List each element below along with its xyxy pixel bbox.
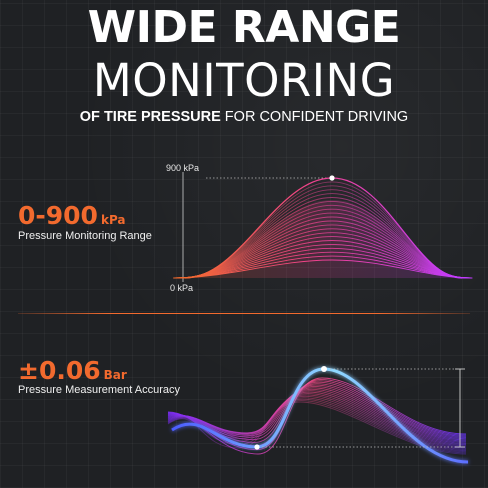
range-curves <box>173 177 473 279</box>
range-curve-line <box>177 228 469 279</box>
subtitle: OF TIRE PRESSURE FOR CONFIDENT DRIVING <box>0 110 488 125</box>
range-curve-line <box>176 236 470 279</box>
wave-band-line <box>167 383 467 441</box>
axis-label-top: 900 kPa <box>166 163 200 173</box>
range-curve-line <box>178 224 468 279</box>
range-curve-line <box>175 243 471 279</box>
range-value-number: 0-900 <box>18 201 98 230</box>
wave-band-line <box>167 384 467 441</box>
wave-band-line <box>167 393 467 448</box>
range-curve-line <box>174 247 471 279</box>
range-curve-line <box>173 255 472 279</box>
range-curve-line <box>175 240 470 279</box>
subtitle-strong: OF TIRE PRESSURE <box>79 109 221 125</box>
range-max-marker <box>329 175 335 181</box>
accuracy-trough-marker <box>254 444 260 450</box>
section-divider <box>18 313 470 314</box>
headline-wide-range: WIDE RANGE <box>87 2 401 53</box>
accuracy-value-unit: Bar <box>103 368 127 382</box>
wave-band-line <box>167 377 467 455</box>
range-curve-line <box>178 220 468 279</box>
range-label: Pressure Monitoring Range <box>18 230 152 242</box>
wave-band-line <box>167 391 467 447</box>
range-value: 0-900 kPa <box>18 203 126 228</box>
range-curve-line <box>181 204 466 279</box>
range-curve-line <box>179 212 467 279</box>
headline-monitoring: MONITORING <box>92 54 396 107</box>
range-curve-line <box>182 197 465 279</box>
range-curve-line <box>179 216 468 279</box>
accuracy-value-number: ±0.06 <box>18 356 101 385</box>
range-curve-line <box>177 232 469 279</box>
axis-label-bottom: 0 kPa <box>170 283 194 293</box>
range-curve-line <box>173 259 473 279</box>
accuracy-wave-main <box>171 367 469 464</box>
range-curve-line <box>180 208 467 279</box>
accuracy-label: Pressure Measurement Accuracy <box>18 384 181 396</box>
range-curve-line <box>182 193 465 279</box>
range-curve-line <box>174 251 472 279</box>
range-value-unit: kPa <box>100 213 126 227</box>
accuracy-peak-marker <box>321 366 327 372</box>
accuracy-value: ±0.06 Bar <box>18 358 127 383</box>
subtitle-rest: FOR CONFIDENT DRIVING <box>220 109 409 125</box>
range-curve-line <box>181 200 466 279</box>
